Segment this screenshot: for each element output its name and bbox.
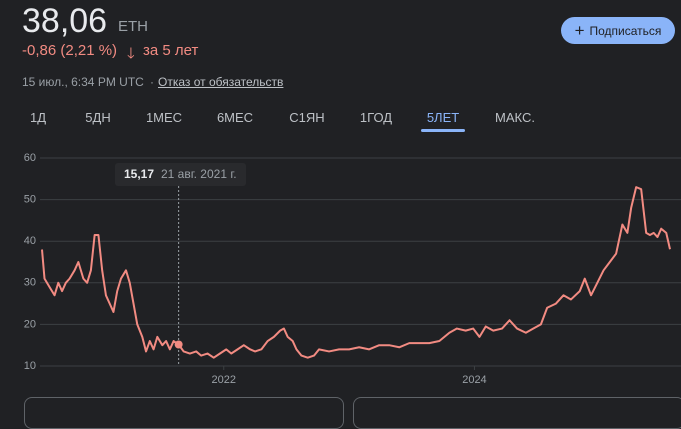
range-tab[interactable]: 1Д (29, 110, 47, 125)
tooltip-box (115, 163, 246, 186)
y-tick-label: 60 (24, 152, 36, 164)
x-tick-label: 2024 (462, 374, 486, 386)
tooltip-value: 15,17 (124, 167, 154, 181)
subscribe-label: Подписаться (589, 23, 662, 38)
range-tab[interactable]: 1МЕС (145, 110, 183, 125)
subscribe-button[interactable]: + Подписаться (561, 17, 675, 44)
range-tab[interactable]: 1ГОД (359, 110, 393, 125)
plus-icon: + (574, 20, 585, 40)
x-tick-label: 2022 (212, 374, 236, 386)
timestamp: 15 июл., 6:34 PM UTC (22, 75, 144, 89)
range-tab[interactable]: МАКС. (495, 110, 535, 125)
chart: 10 20 30 40 50 60 2022 2024 15,17 21 авг. 2021 г. (24, 152, 681, 386)
y-tick-label: 40 (24, 235, 36, 247)
range-tab[interactable]: С1ЯН (289, 110, 325, 125)
down-arrow: 🡓 (127, 45, 135, 62)
range-tab[interactable]: 5ЛЕТ (426, 110, 460, 125)
tooltip-dot (174, 340, 183, 349)
period: за 5 лет (143, 42, 199, 59)
currency: ETH (118, 18, 148, 35)
range-tab[interactable]: 6МЕС (216, 110, 254, 125)
price: 38,06 (22, 2, 108, 40)
tooltip-date: 21 авг. 2021 г. (161, 167, 237, 181)
card (353, 397, 681, 429)
y-tick-label: 30 (24, 277, 36, 289)
y-tick-label: 20 (24, 318, 36, 330)
y-tick-label: 10 (24, 360, 36, 372)
active-indicator (421, 129, 465, 132)
price-line (41, 186, 671, 359)
card (24, 397, 344, 429)
range-tab[interactable]: 5ДН (85, 110, 111, 125)
disclaimer-link[interactable]: Отказ от обязательств (158, 75, 284, 89)
y-tick-label: 50 (24, 194, 36, 206)
separator: · (150, 75, 154, 89)
page: 38,06 ETH -0,86 (2,21 %) 🡓 за 5 лет 15 и… (22, 2, 681, 429)
change: -0,86 (2,21 %) (22, 42, 118, 59)
